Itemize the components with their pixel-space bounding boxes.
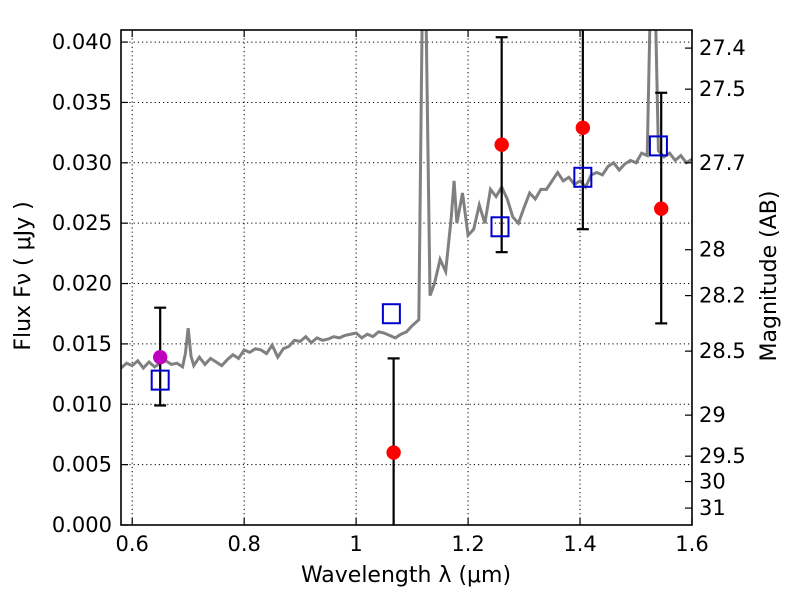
x-tick-label: 1 xyxy=(349,532,362,556)
y-axis-label: Flux Fν ( μJy ) xyxy=(11,201,36,350)
y2-tick-label: 27.7 xyxy=(699,151,746,175)
detection-point xyxy=(386,445,401,460)
model-square-point xyxy=(490,216,510,238)
y-tick-label: 0.030 xyxy=(52,151,112,175)
x-tick-label: 1.6 xyxy=(675,532,708,556)
y2-tick-label: 30 xyxy=(699,470,726,494)
y-tick-label: 0.000 xyxy=(52,513,112,537)
y-tick-label: 0.010 xyxy=(52,392,112,416)
x-tick-label: 0.8 xyxy=(227,532,260,556)
model-square-point xyxy=(648,135,668,157)
grid-layer xyxy=(121,30,692,525)
model-square-point xyxy=(150,369,170,391)
x-tick-label: 1.4 xyxy=(563,532,596,556)
y2-tick-label: 28.5 xyxy=(699,339,746,363)
model-square-point xyxy=(573,166,593,188)
marker-layer xyxy=(150,120,669,460)
y-tick-label: 0.005 xyxy=(52,453,112,477)
y2-tick-label: 31 xyxy=(699,496,726,520)
x-tick-label: 1.2 xyxy=(451,532,484,556)
y-tick-label: 0.020 xyxy=(52,272,112,296)
y-tick-label: 0.015 xyxy=(52,332,112,356)
y-tick-label: 0.025 xyxy=(52,211,112,235)
plot-frame xyxy=(120,29,693,526)
y2-tick-label: 28.2 xyxy=(699,284,746,308)
y2-tick-label: 29 xyxy=(699,403,726,427)
y-tick-label: 0.040 xyxy=(52,30,112,54)
y2-tick-label: 28 xyxy=(699,238,726,262)
error-layer xyxy=(154,30,668,525)
y2-tick-label: 27.5 xyxy=(699,77,746,101)
purple-point xyxy=(152,349,168,365)
spectrum-line xyxy=(121,30,692,371)
spectrum-layer xyxy=(121,30,692,371)
detection-point xyxy=(494,137,509,152)
x-tick-label: 0.6 xyxy=(115,532,148,556)
y2-axis-label: Magnitude (AB) xyxy=(757,191,782,362)
axes-layer xyxy=(120,29,693,526)
y-tick-label: 0.035 xyxy=(52,90,112,114)
x-axis-label: Wavelength λ (μm) xyxy=(301,563,511,588)
labels-layer: 0.6 0.8 1 1.2 1.4 1.6 0.000 0.005 0.010 0.015 0.02… xyxy=(52,30,746,556)
y2-tick-label: 29.5 xyxy=(699,444,746,468)
detection-point xyxy=(575,120,591,135)
y2-tick-label: 27.4 xyxy=(699,36,746,60)
model-square-point xyxy=(381,303,401,325)
detection-point xyxy=(654,201,669,216)
